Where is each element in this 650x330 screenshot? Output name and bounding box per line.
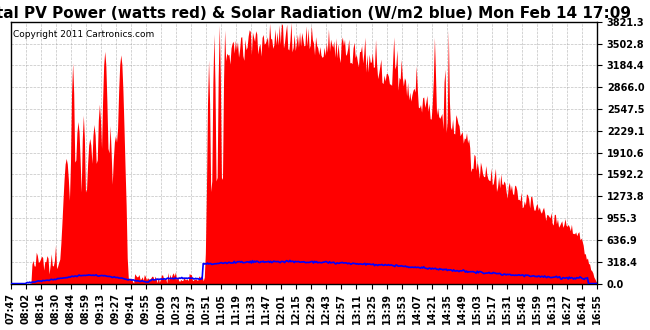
Text: Copyright 2011 Cartronics.com: Copyright 2011 Cartronics.com bbox=[14, 30, 155, 39]
Title: Total PV Power (watts red) & Solar Radiation (W/m2 blue) Mon Feb 14 17:09: Total PV Power (watts red) & Solar Radia… bbox=[0, 6, 631, 20]
